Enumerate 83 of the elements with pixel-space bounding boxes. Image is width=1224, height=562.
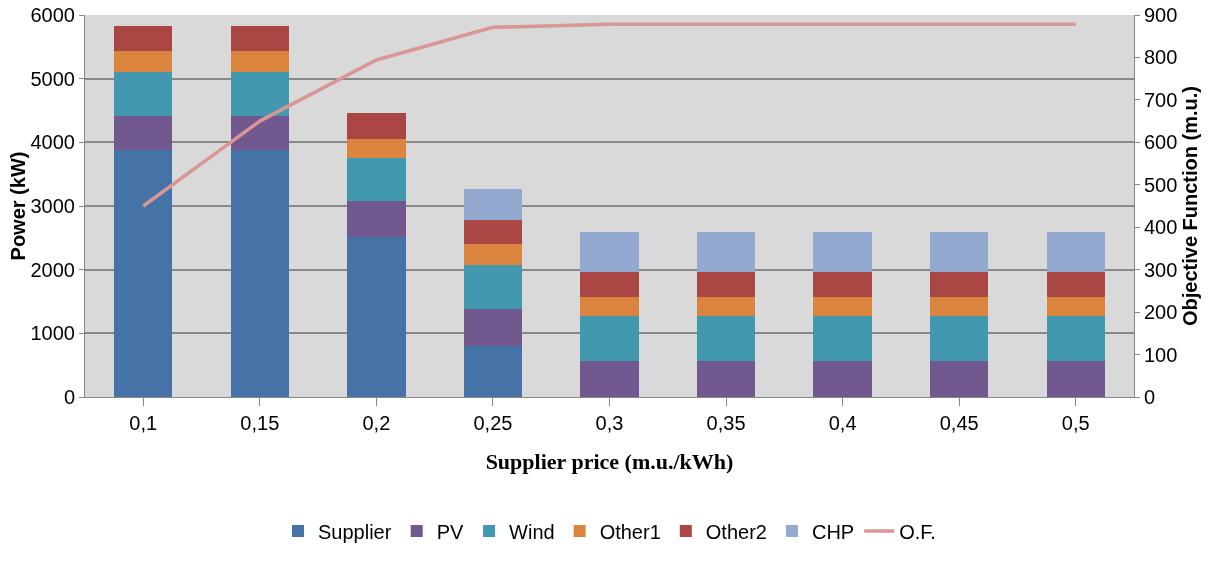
- x-tick-label: 0,1: [129, 412, 158, 434]
- bar: [230, 149, 289, 397]
- bar: [230, 115, 289, 150]
- y2-axis-title: Objective Function (m.u.): [1179, 85, 1202, 327]
- bar: [696, 361, 756, 397]
- bar: [230, 71, 289, 116]
- y2-tick-label: 200: [1144, 301, 1178, 324]
- bar: [463, 188, 523, 221]
- bar: [463, 308, 523, 347]
- x-tick-label: 0,4: [828, 412, 857, 434]
- x-tick-label: 0,3: [595, 412, 624, 434]
- bar: [463, 346, 523, 397]
- bar: [114, 115, 173, 150]
- bar: [813, 316, 872, 362]
- y2-tick-label: 100: [1144, 343, 1178, 366]
- x-tick-label: 0,25: [473, 412, 513, 434]
- x-tick-label: 0,15: [240, 412, 280, 434]
- bar: [230, 26, 289, 52]
- y2-tick-label: 400: [1144, 216, 1178, 239]
- bar: [696, 232, 756, 273]
- bar: [580, 272, 639, 298]
- bar: [930, 297, 989, 317]
- bar: [930, 272, 989, 298]
- bar: [1046, 316, 1105, 362]
- y-tick-label: 4000: [30, 131, 75, 154]
- bar: [463, 220, 523, 245]
- y-axis-title: Power (kW): [6, 151, 29, 261]
- x-tick-label: 0,5: [1061, 412, 1090, 434]
- bar: [580, 232, 639, 273]
- y-tick-label: 1000: [30, 322, 75, 345]
- bar: [813, 232, 872, 273]
- legend-label: CHP: [811, 520, 855, 543]
- legend-label: Supplier: [318, 520, 392, 543]
- bar: [696, 272, 756, 298]
- legend-label: Wind: [509, 520, 555, 543]
- bar: [813, 272, 872, 298]
- bar: [347, 236, 406, 397]
- bar: [813, 297, 872, 317]
- bar: [1046, 232, 1105, 273]
- bar: [1046, 361, 1105, 397]
- bar: [347, 200, 406, 237]
- bar: [230, 51, 289, 72]
- bar: [347, 113, 406, 139]
- bar: [1046, 297, 1105, 317]
- x-tick-label: 0,2: [362, 412, 391, 434]
- y-tick-label: 5000: [30, 67, 75, 90]
- bar: [930, 361, 989, 397]
- legend-label: Other1: [599, 520, 661, 543]
- legend-label: PV: [436, 520, 465, 543]
- bar: [1046, 272, 1105, 298]
- bar: [813, 361, 872, 397]
- legend-label: Other2: [705, 520, 767, 543]
- y2-tick-label: 300: [1144, 258, 1178, 281]
- bar: [580, 297, 639, 317]
- bar: [696, 297, 756, 317]
- y2-tick-label: 800: [1144, 46, 1178, 69]
- y-tick-label: 2000: [30, 258, 75, 281]
- x-tick-label: 0,45: [939, 412, 979, 434]
- bar: [580, 361, 639, 397]
- x-axis-title: Supplier price (m.u./kWh): [485, 448, 734, 474]
- bar: [696, 316, 756, 362]
- y-tick-label: 6000: [30, 4, 75, 26]
- bar: [580, 316, 639, 362]
- y2-tick-label: 600: [1144, 131, 1178, 154]
- bar: [347, 157, 406, 201]
- line-series: [141, 22, 1078, 208]
- bar: [463, 264, 523, 309]
- bar: [463, 244, 523, 265]
- y-tick-label: 0: [63, 386, 75, 408]
- x-tick-label: 0,35: [706, 412, 746, 434]
- bar: [114, 71, 173, 116]
- bar: [930, 316, 989, 362]
- bar: [347, 138, 406, 158]
- y2-tick-label: 0: [1144, 386, 1156, 408]
- y2-tick-label: 900: [1144, 4, 1178, 26]
- y2-tick-label: 700: [1144, 88, 1178, 111]
- bar: [930, 232, 989, 273]
- y-tick-label: 3000: [30, 195, 75, 217]
- bar: [114, 149, 173, 397]
- bar: [114, 26, 173, 52]
- legend-label: O.F.: [899, 520, 936, 543]
- bar: [114, 51, 173, 72]
- y2-tick-label: 500: [1144, 173, 1178, 196]
